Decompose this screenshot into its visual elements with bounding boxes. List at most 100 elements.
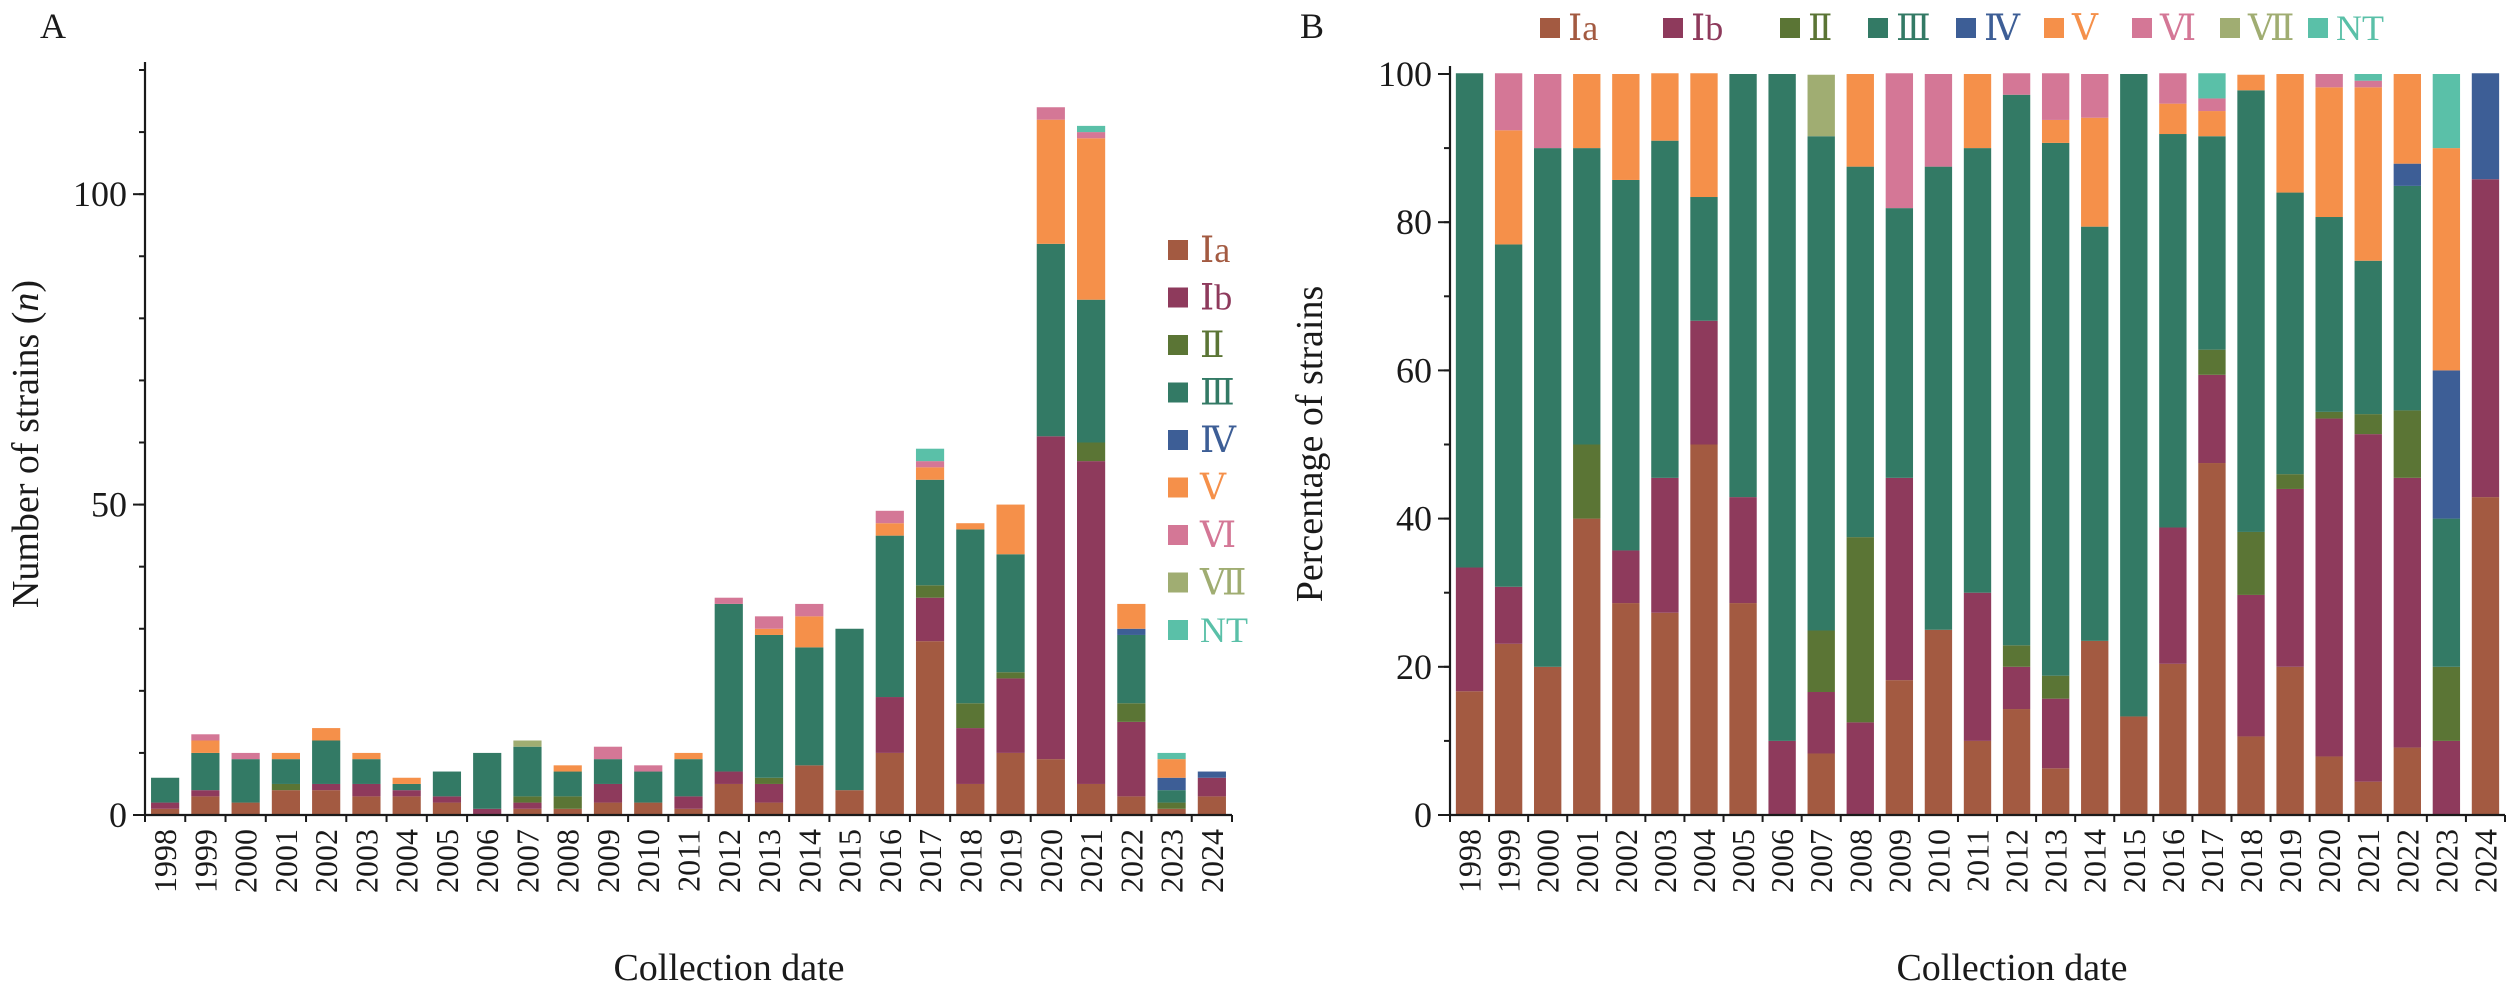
bar-segment-2020-Ⅲ <box>2315 217 2343 412</box>
bar-segment-2022-Ⅰb <box>2393 477 2421 748</box>
bar-segment-2014-Ⅰa <box>2081 640 2109 815</box>
bar-segment-2003-Ⅲ <box>1651 140 1679 478</box>
bar-segment-2019-Ⅱ <box>996 672 1025 679</box>
bar-segment-2009-Ⅵ <box>593 746 623 760</box>
bar-segment-2018-Ⅰb <box>2237 594 2265 737</box>
bar-segment-1999-Ⅴ <box>191 740 220 753</box>
bar-segment-2017-NT <box>2198 73 2226 99</box>
bar-segment-2018-Ⅱ <box>956 703 985 729</box>
x-tick-label-2019: 2019 <box>993 829 1029 893</box>
bar-segment-2013-Ⅲ <box>754 634 784 778</box>
bar-segment-2005-Ⅲ <box>432 771 462 797</box>
bar-segment-2012-Ⅱ <box>2002 645 2031 667</box>
legend-swatch-Ⅳ <box>1168 430 1188 450</box>
bar-segment-2018-Ⅴ <box>956 523 985 530</box>
bar-segment-1998-Ⅲ <box>151 777 180 803</box>
bar-segment-2007-Ⅰa <box>1807 753 1835 815</box>
bar-segment-1999-Ⅴ <box>1494 130 1523 245</box>
bar-segment-2010-Ⅰa <box>1924 629 1953 815</box>
legend-label-Ⅱ: Ⅱ <box>1808 8 1832 48</box>
bar-segment-2018-Ⅴ <box>2237 74 2265 91</box>
bar-segment-2005-Ⅲ <box>1729 74 1757 498</box>
x-tick-label-1999: 1999 <box>1491 829 1527 893</box>
panel-a-legend: Ⅰa Ⅰb Ⅱ Ⅲ Ⅳ Ⅴ Ⅵ Ⅶ NT <box>1168 230 1248 650</box>
bar-segment-1999-Ⅲ <box>191 752 220 791</box>
legend-label-NT: NT <box>2336 8 2384 48</box>
x-tick-label-2020: 2020 <box>2311 829 2347 893</box>
bar-segment-2008-Ⅲ <box>1846 166 1874 538</box>
bar-segment-2019-Ⅰa <box>2276 666 2304 815</box>
x-tick-label-2005: 2005 <box>429 829 465 893</box>
legend-swatch-Ⅵ <box>1168 525 1188 545</box>
bar-segment-2021-Ⅴ <box>1077 138 1106 300</box>
x-tick-label-2011: 2011 <box>671 829 707 892</box>
bar-segment-2012-Ⅰb <box>2002 666 2031 710</box>
bar-segment-2019-Ⅰa <box>996 752 1025 815</box>
x-tick-label-2020: 2020 <box>1033 829 1069 893</box>
bar-segment-2022-Ⅰa <box>1117 796 1146 816</box>
panel-a-x-axis-label: Collection date <box>613 947 844 989</box>
bar-segment-2023-Ⅰa <box>1157 808 1186 815</box>
legend-label-NT: NT <box>1200 610 1248 650</box>
bar-segment-2003-Ⅴ <box>352 752 381 760</box>
x-tick-label-2008: 2008 <box>1842 829 1878 893</box>
bar-segment-2014-Ⅲ <box>795 647 824 766</box>
bar-segment-2000-Ⅵ <box>1534 74 1562 149</box>
x-tick-label-2008: 2008 <box>550 829 586 893</box>
bar-segment-2004-Ⅰb <box>392 790 421 797</box>
bar-segment-2017-Ⅵ <box>2198 98 2226 112</box>
x-tick-label-1999: 1999 <box>187 829 223 893</box>
bar-segment-2021-Ⅵ <box>1077 132 1106 139</box>
legend-swatch-Ⅱ <box>1780 18 1800 38</box>
bar-segment-2018-Ⅱ <box>2237 531 2265 595</box>
x-tick-label-2001: 2001 <box>1569 829 1605 893</box>
legend-swatch-Ⅳ <box>1956 18 1976 38</box>
bar-segment-2008-Ⅱ <box>1846 537 1874 723</box>
bar-segment-2011-Ⅲ <box>1963 148 1992 593</box>
bar-segment-2013-Ⅴ <box>2041 119 2070 143</box>
bar-segment-2012-Ⅲ <box>2002 94 2031 646</box>
x-tick-label-2024: 2024 <box>1194 829 1230 893</box>
bar-segment-2020-Ⅴ <box>1036 119 1065 244</box>
bar-segment-2015-Ⅰa <box>2120 716 2148 815</box>
bar-segment-2018-Ⅲ <box>2237 90 2265 532</box>
bar-segment-2017-Ⅲ <box>915 479 945 586</box>
bar-segment-1999-Ⅵ <box>1494 73 1523 131</box>
bar-segment-2023-Ⅱ <box>1157 802 1186 809</box>
bar-segment-2024-Ⅰa <box>1197 796 1226 816</box>
bar-segment-2000-Ⅲ <box>1534 148 1562 667</box>
bar-segment-2023-Ⅳ <box>2432 370 2461 519</box>
bar-segment-2003-Ⅰb <box>1651 477 1679 613</box>
bar-segment-2007-Ⅶ <box>513 740 542 747</box>
bar-segment-2007-Ⅶ <box>1807 74 1835 137</box>
bar-segment-2020-Ⅰb <box>1036 436 1065 760</box>
bar-segment-2019-Ⅴ <box>2276 74 2304 193</box>
bar-segment-1999-Ⅰa <box>1494 643 1523 815</box>
bar-segment-2021-Ⅰa <box>2354 781 2382 815</box>
bar-segment-2022-Ⅰa <box>2393 747 2421 815</box>
y-tick-label-0: 0 <box>109 795 127 835</box>
x-tick-label-2006: 2006 <box>1764 829 1800 893</box>
bar-segment-2014-Ⅵ <box>795 603 824 617</box>
x-tick-label-2005: 2005 <box>1725 829 1761 893</box>
x-tick-label-1998: 1998 <box>147 829 183 893</box>
legend-label-Ⅱ: Ⅱ <box>1200 325 1224 365</box>
bar-segment-2004-Ⅲ <box>392 783 421 791</box>
bar-segment-2016-Ⅰa <box>2159 663 2187 815</box>
bar-segment-2010-Ⅵ <box>634 765 663 772</box>
bar-segment-2001-Ⅱ <box>1573 444 1601 519</box>
y-tick-label-100: 100 <box>73 174 127 214</box>
bar-segment-2017-Ⅴ <box>915 467 945 480</box>
bar-segment-2017-Ⅵ <box>915 461 945 468</box>
bar-segment-2001-Ⅴ <box>271 752 300 760</box>
x-tick-label-2019: 2019 <box>2272 829 2308 893</box>
bar-segment-2013-Ⅱ <box>2041 675 2070 699</box>
bar-segment-2017-Ⅱ <box>915 585 945 598</box>
bar-segment-2014-Ⅵ <box>2081 74 2109 118</box>
bar-segment-2016-Ⅲ <box>2159 134 2187 528</box>
x-tick-label-2000: 2000 <box>228 829 264 893</box>
y-tick-label-20: 20 <box>1396 647 1432 687</box>
x-tick-label-2013: 2013 <box>2038 829 2074 893</box>
x-tick-label-2010: 2010 <box>1920 829 1956 893</box>
bar-segment-2015-Ⅰa <box>835 790 864 815</box>
